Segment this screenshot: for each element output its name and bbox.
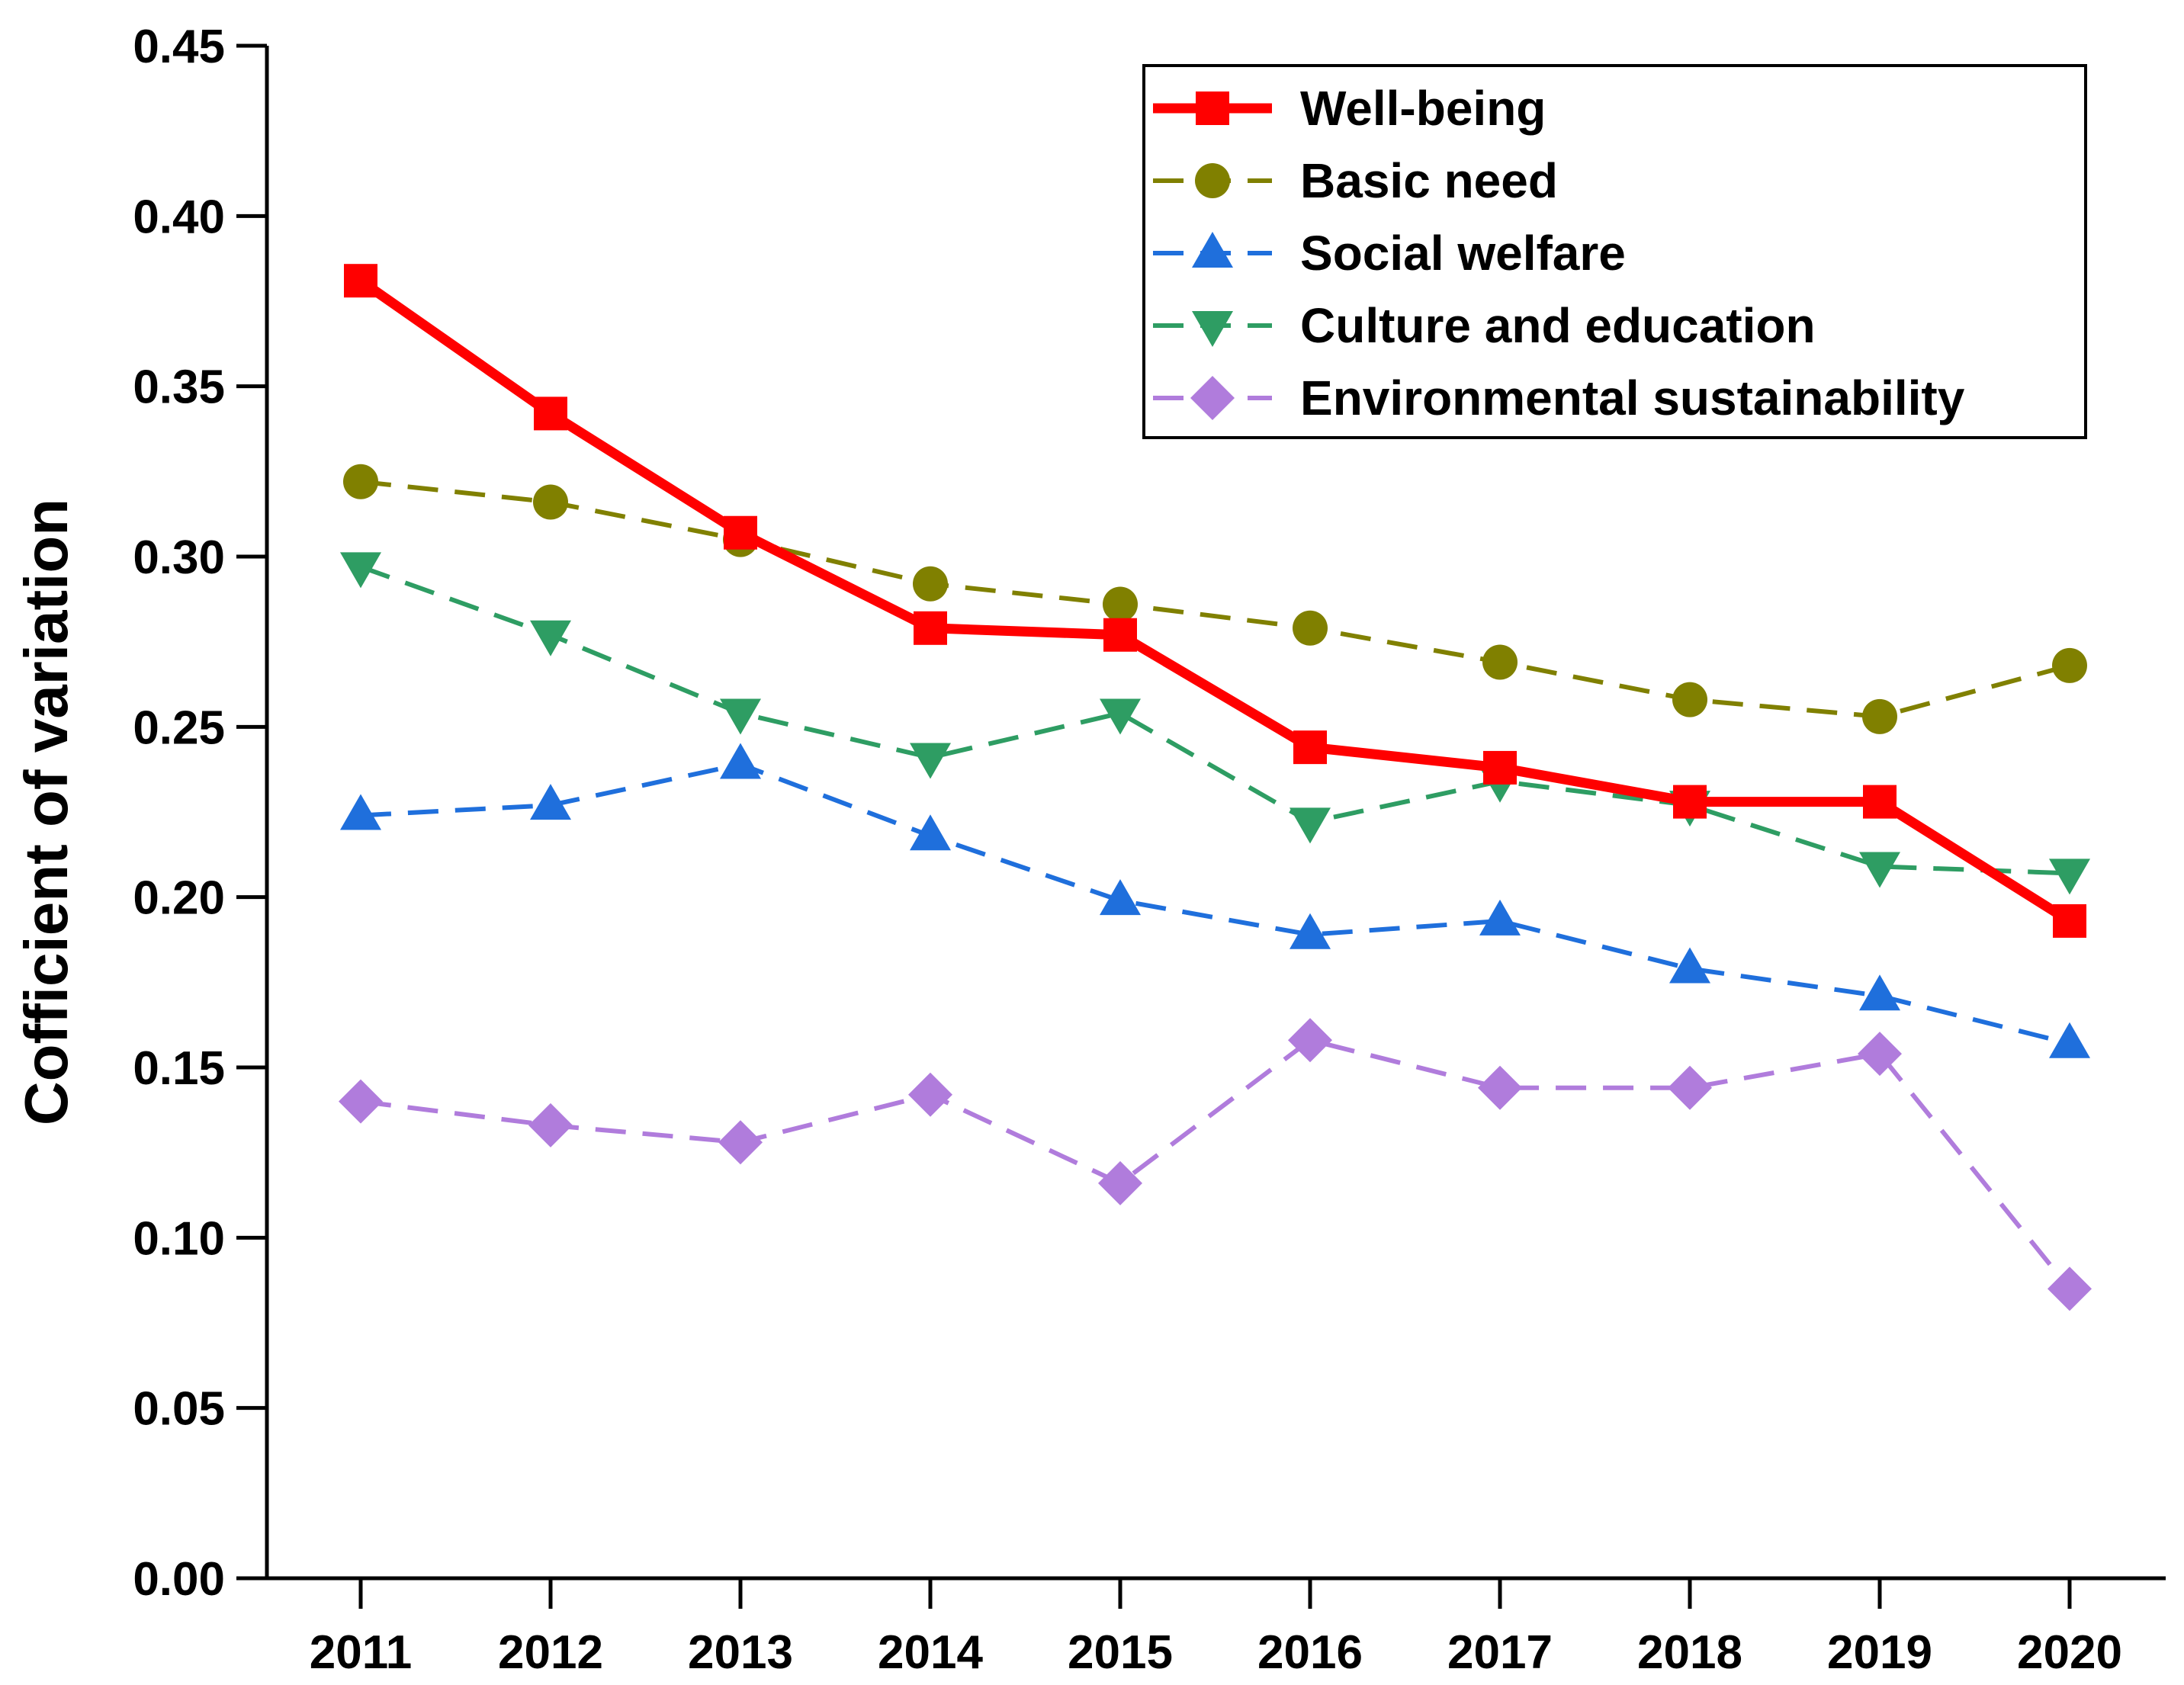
data-point (1668, 1065, 1712, 1110)
data-point (1672, 682, 1707, 717)
data-point (1290, 807, 1331, 844)
legend-swatch-marker (1190, 376, 1235, 420)
legend-swatch-marker (1196, 91, 1229, 125)
data-point (530, 784, 571, 820)
data-point (1103, 586, 1138, 622)
data-point (724, 515, 757, 550)
legend-swatch-marker (1192, 232, 1233, 268)
series-line (360, 1038, 2072, 1291)
data-point (339, 1079, 383, 1124)
series-line (360, 479, 2070, 719)
y-tick-label: 0.05 (133, 1383, 225, 1436)
axes: 0.00 0.05 0.10 0.15 0.20 0.25 0.30 0.35 0.40 0.45… (133, 21, 2166, 1679)
y-tick-label: 0.00 (133, 1553, 225, 1606)
data-point (1100, 879, 1141, 916)
data-point (1478, 1065, 1522, 1110)
data-point (530, 620, 571, 656)
data-point (910, 743, 951, 779)
legend-item: Culture and education (1153, 298, 1816, 353)
data-point (2048, 1266, 2092, 1311)
data-point (913, 566, 948, 602)
y-tick-label: 0.35 (133, 361, 225, 414)
x-tick-label: 2020 (2017, 1626, 2122, 1679)
x-tick-label: 2012 (498, 1626, 603, 1679)
legend-swatch-marker (1192, 311, 1233, 347)
series-layer (339, 264, 2092, 1311)
data-point (533, 484, 568, 520)
data-point (718, 1120, 763, 1165)
y-tick-label: 0.20 (133, 872, 225, 925)
series-line (360, 762, 2070, 1046)
data-point (1103, 618, 1137, 652)
data-point (1293, 730, 1327, 765)
data-point (2049, 1022, 2090, 1058)
y-tick-label: 0.25 (133, 701, 225, 754)
data-point (720, 743, 761, 779)
legend-label: Social welfare (1300, 226, 1626, 281)
legend-label: Basic need (1300, 153, 1558, 208)
x-tick-label: 2016 (1257, 1626, 1363, 1679)
data-point (1673, 785, 1707, 819)
data-point (343, 464, 378, 499)
data-point (1483, 750, 1517, 785)
data-point (344, 264, 377, 298)
series-line (358, 276, 2073, 926)
data-point (1858, 1032, 1902, 1077)
legend: Well-being Basic need Social welfare Cultur… (1142, 64, 2087, 439)
legend-box (1142, 64, 2087, 439)
x-tick-label: 2019 (1827, 1626, 1932, 1679)
data-point (908, 1072, 952, 1117)
x-tick-label: 2013 (688, 1626, 793, 1679)
data-point (1482, 644, 1518, 680)
legend-label: Culture and education (1300, 298, 1816, 353)
y-tick-label: 0.40 (133, 191, 225, 243)
legend-item: Social welfare (1153, 226, 1626, 281)
legend-item: Well-being (1153, 81, 1546, 136)
x-tick-label: 2014 (878, 1626, 983, 1679)
data-point (534, 396, 567, 431)
series-social-welfare (340, 743, 2090, 1058)
y-tick-label: 0.45 (133, 21, 225, 73)
y-tick-label: 0.15 (133, 1042, 225, 1095)
data-point (1859, 974, 1900, 1011)
y-axis-label: Cofficient of variation (12, 499, 80, 1125)
data-point (1290, 913, 1331, 949)
data-point (1100, 698, 1141, 735)
data-point (1862, 698, 1897, 734)
y-tick-label: 0.10 (133, 1212, 225, 1265)
data-point (340, 552, 381, 589)
y-tick-label: 0.30 (133, 531, 225, 584)
data-point (720, 698, 761, 735)
series-culture-and-education (340, 552, 2090, 895)
data-point (1293, 610, 1328, 646)
legend-item: Environmental sustainability (1153, 371, 1965, 425)
x-tick-label: 2017 (1447, 1626, 1553, 1679)
x-tick-label: 2015 (1068, 1626, 1173, 1679)
series-basic-need (343, 464, 2087, 734)
data-point (1288, 1018, 1332, 1063)
data-point (910, 814, 951, 851)
series-well-being (344, 264, 2086, 938)
data-point (1859, 852, 1900, 888)
data-point (1669, 947, 1710, 984)
data-point (914, 611, 947, 645)
data-point (528, 1102, 573, 1147)
data-point (340, 794, 381, 830)
data-point (1863, 785, 1897, 819)
series-line (359, 564, 2070, 876)
legend-label: Environmental sustainability (1300, 371, 1965, 425)
data-point (2049, 859, 2090, 895)
legend-swatch-marker (1195, 163, 1230, 198)
data-point (2052, 647, 2087, 683)
x-tick-label: 2011 (310, 1626, 413, 1679)
legend-item: Basic need (1153, 153, 1558, 208)
data-point (2053, 903, 2086, 938)
series-environmental-sustainability (339, 1018, 2092, 1311)
legend-label: Well-being (1300, 81, 1546, 136)
data-point (1098, 1160, 1142, 1205)
x-tick-label: 2018 (1637, 1626, 1742, 1679)
data-point (1479, 899, 1521, 936)
